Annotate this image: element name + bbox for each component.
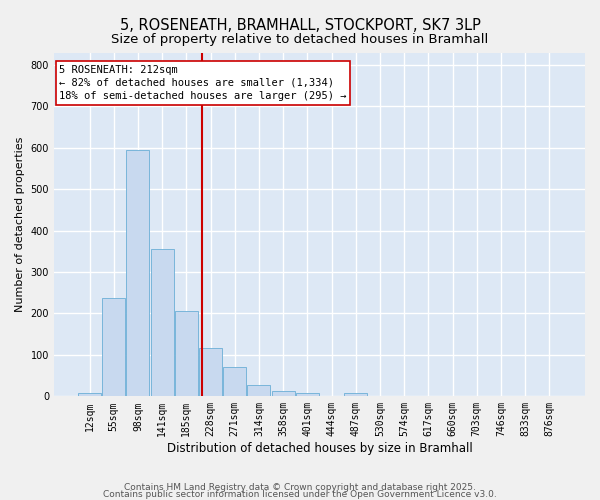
Bar [247,385,271,396]
Text: 5 ROSENEATH: 212sqm
← 82% of detached houses are smaller (1,334)
18% of semi-det: 5 ROSENEATH: 212sqm ← 82% of detached ho… [59,64,347,101]
Y-axis label: Number of detached properties: Number of detached properties [15,136,25,312]
Text: Contains public sector information licensed under the Open Government Licence v3: Contains public sector information licen… [103,490,497,499]
Bar [102,298,125,396]
Text: Size of property relative to detached houses in Bramhall: Size of property relative to detached ho… [112,32,488,46]
Bar [272,391,295,396]
Text: 5, ROSENEATH, BRAMHALL, STOCKPORT, SK7 3LP: 5, ROSENEATH, BRAMHALL, STOCKPORT, SK7 3… [119,18,481,32]
Bar [175,310,198,396]
Text: Contains HM Land Registry data © Crown copyright and database right 2025.: Contains HM Land Registry data © Crown c… [124,484,476,492]
Bar [199,348,222,397]
Bar [127,150,149,396]
Bar [223,366,246,396]
X-axis label: Distribution of detached houses by size in Bramhall: Distribution of detached houses by size … [167,442,472,455]
Bar [78,393,101,396]
Bar [151,250,173,396]
Bar [344,393,367,396]
Bar [296,393,319,396]
